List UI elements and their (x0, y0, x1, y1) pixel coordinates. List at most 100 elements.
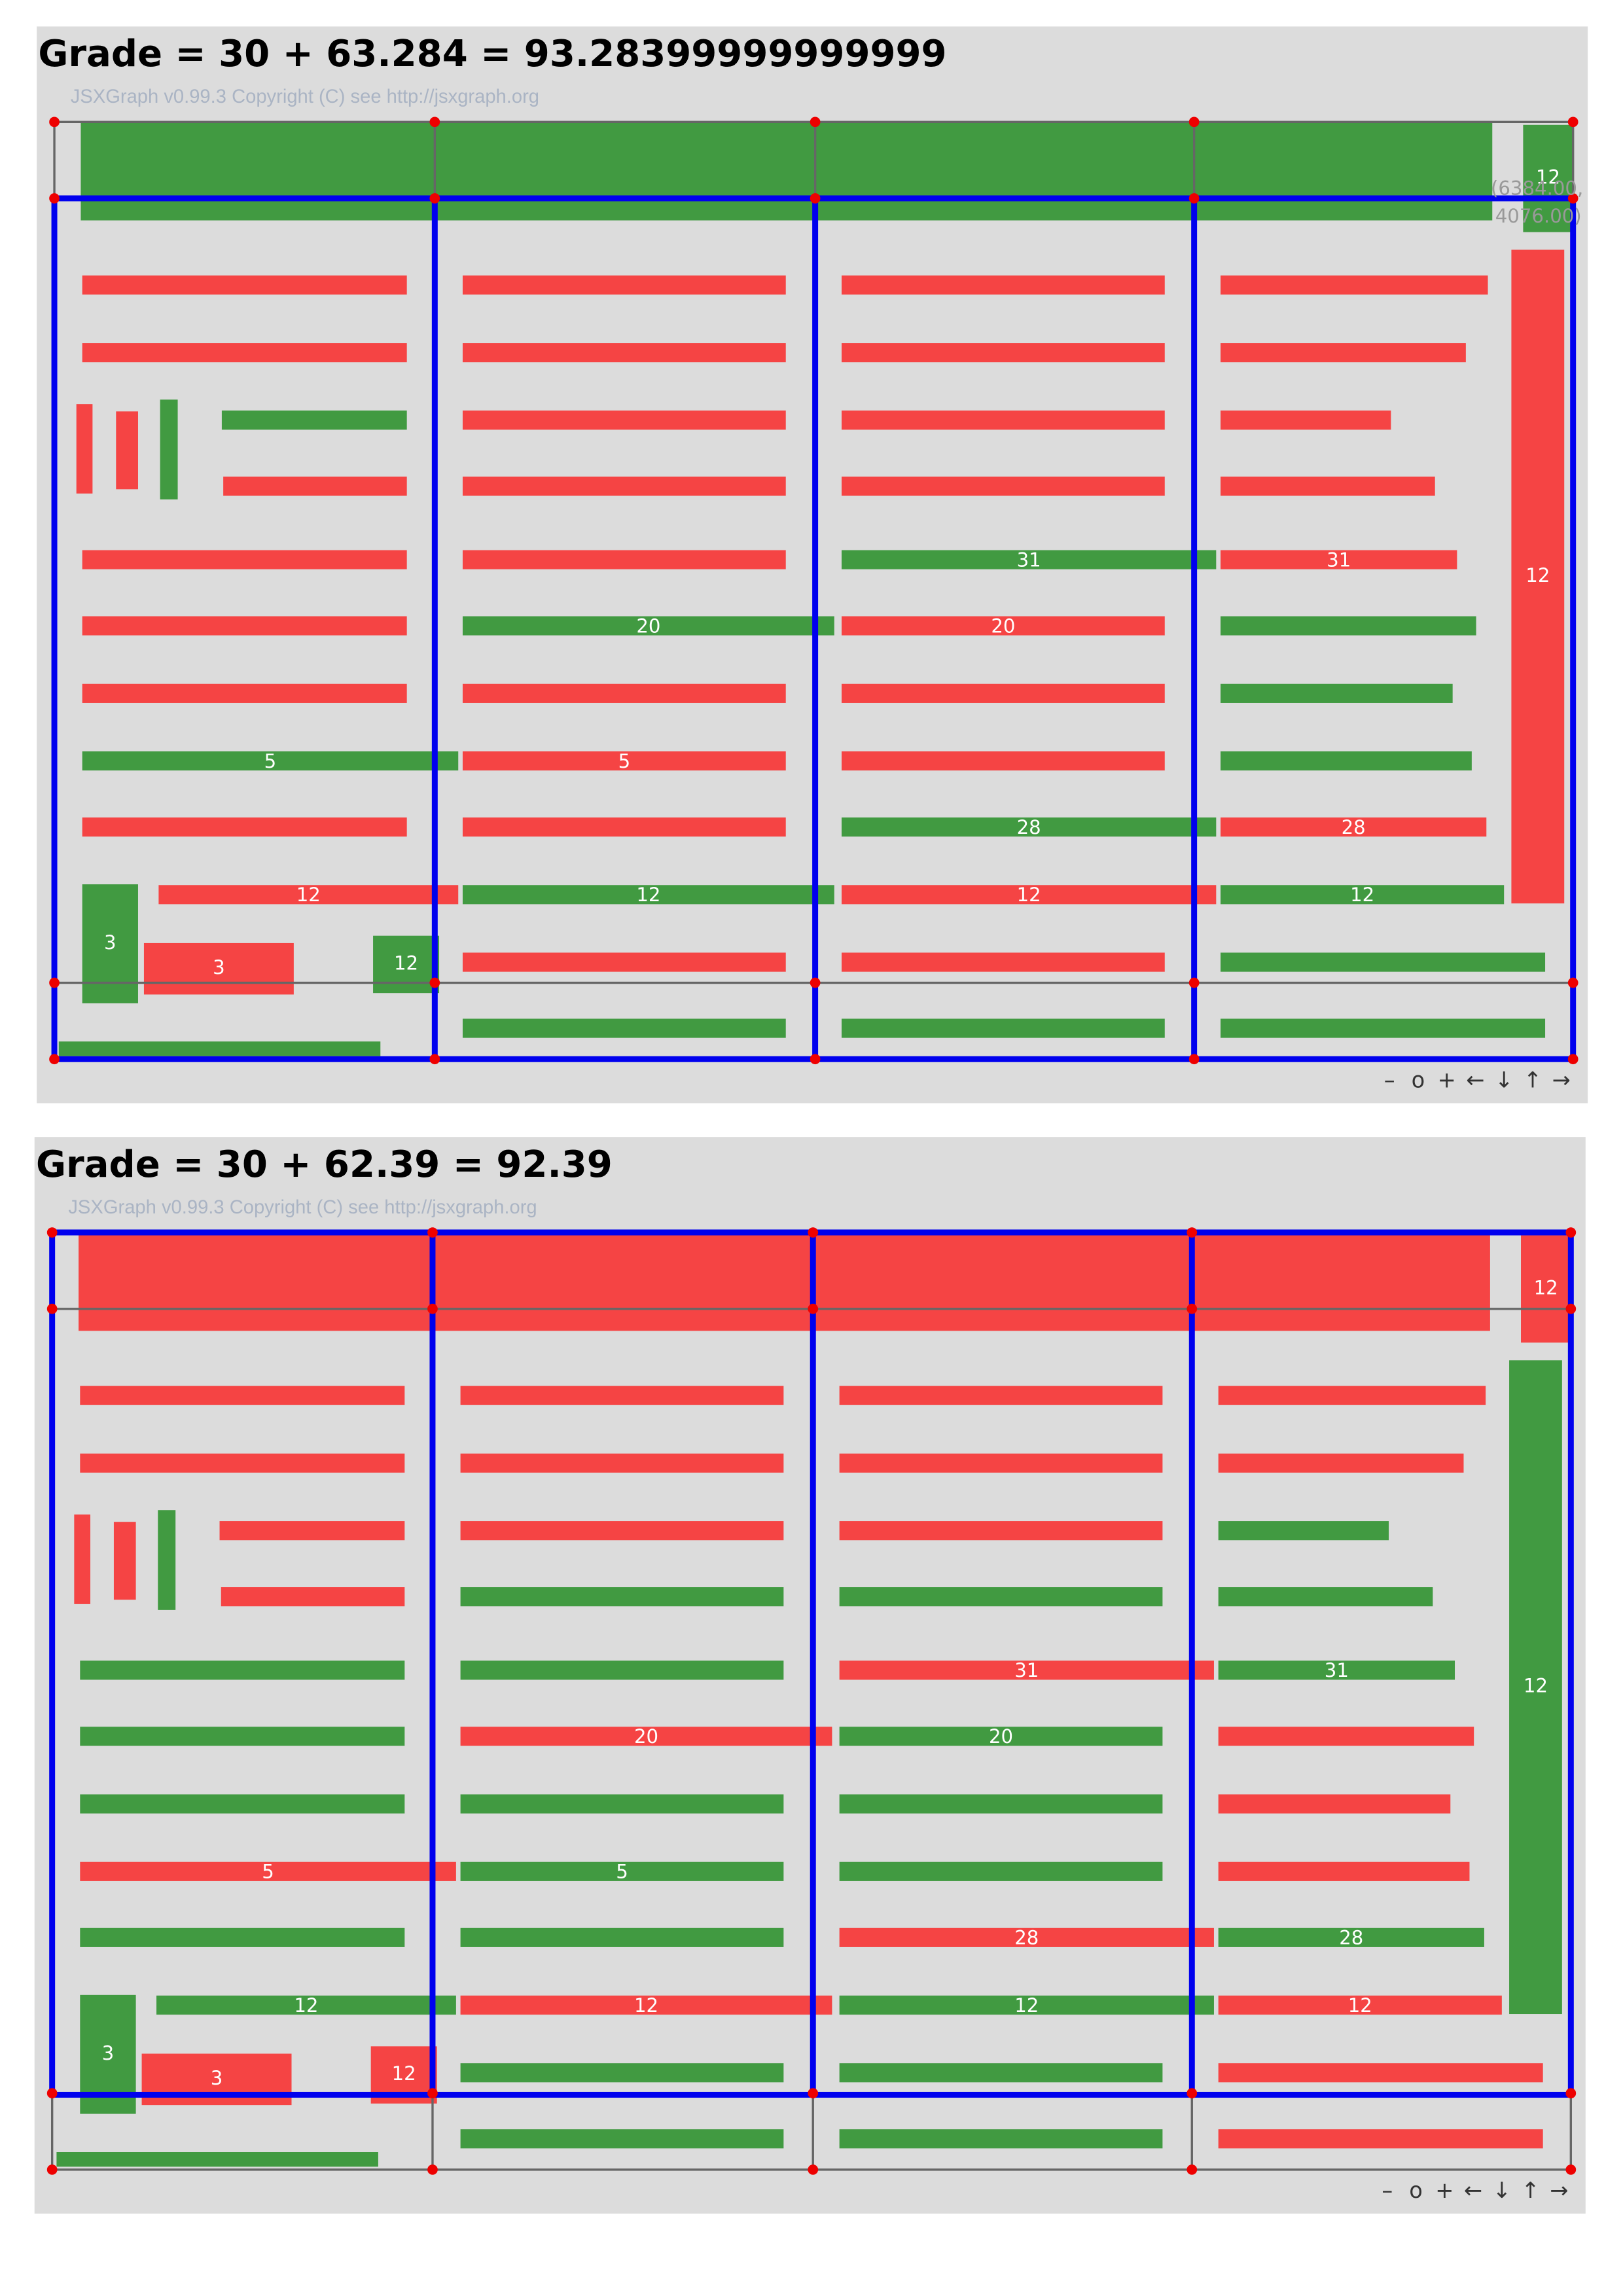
grid-point (1188, 193, 1200, 204)
bar-label: 20 (636, 615, 660, 637)
bar (842, 476, 1165, 496)
grid-point (1567, 193, 1578, 204)
bar-label: 31 (1327, 548, 1351, 571)
bar (460, 1521, 784, 1541)
grid-point (810, 977, 821, 988)
bar (80, 1861, 456, 1881)
bar (82, 683, 407, 703)
bar (1221, 885, 1505, 905)
bar (219, 1521, 405, 1541)
jsxgraph-board: Grade = 30 + 63.284 = 93.28399999999999 J… (37, 26, 1588, 1103)
nav-button[interactable]: o (1409, 2178, 1423, 2203)
nav-button[interactable]: ↓ (1493, 2178, 1511, 2203)
grid-point (46, 1303, 58, 1314)
bar (82, 550, 407, 569)
bar (1221, 275, 1488, 295)
grid-point (1186, 2164, 1198, 2175)
bar (1218, 1861, 1470, 1881)
bar (460, 1660, 784, 1680)
bar (839, 1453, 1163, 1473)
grid-point (427, 2088, 438, 2099)
bar-label: 5 (264, 750, 277, 772)
bar (460, 1453, 784, 1473)
bar-label: 12 (296, 884, 321, 906)
bar (1218, 2129, 1543, 2149)
bar (221, 410, 407, 430)
bar (1218, 2063, 1543, 2083)
nav-button[interactable]: → (1552, 1067, 1571, 1092)
nav-button[interactable]: + (1435, 2178, 1454, 2203)
nav-button[interactable]: ↓ (1495, 1067, 1513, 1092)
bar (1218, 1521, 1389, 1541)
nav-button[interactable]: – (1384, 1067, 1395, 1092)
bar (462, 410, 786, 430)
bar (462, 751, 786, 771)
bar (80, 122, 1493, 221)
bar (462, 476, 786, 496)
bar-label: 3 (102, 2042, 115, 2064)
nav-button[interactable]: ← (1464, 2178, 1482, 2203)
nav-button[interactable]: + (1438, 1067, 1456, 1092)
grid-point (810, 117, 821, 128)
coordinate-label: (6384.00, (1491, 177, 1583, 200)
bar (462, 550, 786, 569)
bar (460, 1928, 784, 1947)
bar (79, 1232, 1490, 1331)
bar (116, 411, 138, 490)
nav-button[interactable]: ← (1466, 1067, 1484, 1092)
grid-point (429, 117, 440, 128)
bar (460, 2063, 784, 2083)
bar (1221, 343, 1466, 363)
nav-button[interactable]: – (1382, 2178, 1393, 2203)
bar-label: 20 (989, 1725, 1013, 1748)
bar (1218, 1587, 1433, 1607)
bar (462, 885, 834, 905)
bar (156, 1995, 456, 2015)
copyright: JSXGraph v0.99.3 Copyright (C) see http:… (71, 86, 539, 107)
grid-point (427, 1227, 438, 1238)
grid-point (429, 977, 440, 988)
bar (462, 683, 786, 703)
bar-label: 12 (1348, 1994, 1372, 2017)
bar (1218, 1660, 1455, 1680)
bar (462, 952, 786, 972)
grid-point (429, 1054, 440, 1065)
nav-button[interactable]: ↑ (1522, 2178, 1540, 2203)
grid-point (427, 1303, 438, 1314)
coordinate-label: 4076.00) (1495, 205, 1582, 227)
bar (842, 952, 1165, 972)
bar (460, 1727, 832, 1746)
bar-label: 12 (1524, 1675, 1548, 1697)
grid-point (1567, 117, 1578, 128)
bar (82, 817, 407, 837)
bar (82, 275, 407, 295)
bar-label: 31 (1014, 1659, 1039, 1681)
bar-label: 12 (1017, 884, 1041, 906)
bar (160, 399, 178, 500)
bar (842, 817, 1217, 837)
bar (462, 817, 786, 837)
bar (158, 885, 459, 905)
bar-label: 3 (211, 2067, 223, 2089)
bar (113, 1522, 136, 1600)
bar-label: 3 (104, 931, 116, 954)
bar (1221, 616, 1476, 636)
grid-point (46, 1227, 58, 1238)
bar (80, 1794, 405, 1814)
bar-label: 20 (991, 615, 1015, 637)
bar (839, 1861, 1163, 1881)
nav-button[interactable]: o (1412, 1067, 1425, 1092)
bar (460, 1995, 832, 2015)
nav-button[interactable]: ↑ (1524, 1067, 1542, 1092)
bar (839, 2129, 1163, 2149)
bar-label: 5 (616, 1861, 628, 1883)
nav-button[interactable]: → (1550, 2178, 1568, 2203)
grid-point (808, 1227, 819, 1238)
grid-point (1565, 2164, 1577, 2175)
bar (839, 1727, 1163, 1746)
grid-point (810, 193, 821, 204)
bar (1218, 1727, 1474, 1746)
bar (842, 550, 1217, 569)
grid-point (429, 193, 440, 204)
grid-point (49, 977, 60, 988)
